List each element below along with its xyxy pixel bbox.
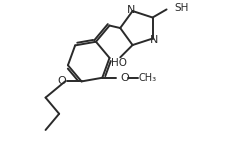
- Text: O: O: [120, 73, 129, 83]
- Text: O: O: [58, 76, 67, 86]
- Text: N: N: [150, 35, 158, 45]
- Text: CH₃: CH₃: [138, 73, 156, 83]
- Text: SH: SH: [175, 3, 189, 13]
- Text: N: N: [127, 5, 136, 15]
- Text: HO: HO: [111, 58, 127, 68]
